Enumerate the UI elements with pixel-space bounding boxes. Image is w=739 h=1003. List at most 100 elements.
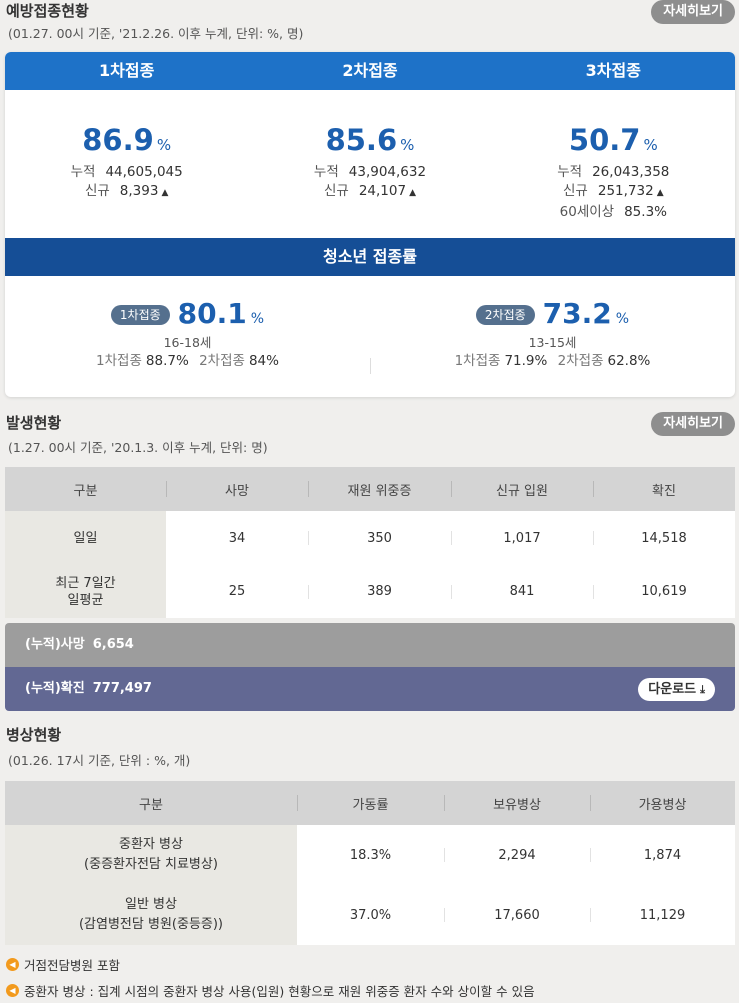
dose3-new: 251,732 [597, 183, 654, 199]
youth-dose1-badge: 1차접종 [110, 305, 170, 325]
youth-dose2-unit: % [615, 311, 630, 327]
youth-dose1-column: 1차접종 80.1 % 16-18세 1차접종 88.7% 2차접종 84% [5, 276, 370, 397]
youth-dose1-age: 16-18세 [163, 335, 212, 350]
download-icon: ⤓ [700, 683, 705, 696]
youth-g2-r1-label: 1차접종 [454, 353, 501, 369]
table-row: 중환자 병상 (중증환자전담 치료병상) 18.3% 2,294 1,874 [5, 825, 735, 885]
youth-g2-r2: 62.8% [607, 353, 651, 369]
outbreak-col-category: 구분 [73, 483, 98, 499]
beds-col-available: 가용병상 [590, 794, 735, 813]
outbreak-more-button[interactable]: 자세히보기 [651, 412, 735, 436]
youth-dose1-pct: 80.1 [177, 297, 247, 330]
daily-confirmed: 14,518 [593, 511, 735, 565]
daily-new-admit: 1,017 [451, 511, 593, 565]
dose2-new: 24,107 [358, 183, 407, 199]
table-row: 최근 7일간 일평균 25 389 841 10,619 [5, 565, 735, 618]
row-label-general-line1: 일반 병상 [125, 897, 177, 912]
dose2-unit: % [400, 136, 415, 154]
cumulative-death-value: 6,654 [92, 637, 134, 652]
speaker-icon: ◀ [6, 958, 19, 971]
row-label-daily: 일일 [5, 511, 166, 565]
youth-header: 청소년 접종률 [5, 238, 735, 276]
dose2-column: 85.6% 누적 43,904,632 신규 24,107 ▲ [248, 90, 491, 238]
cumulative-death-bar: (누적)사망 6,654 [5, 623, 735, 667]
outbreak-col-new-admit: 신규 입원 [451, 480, 593, 499]
weekly-severe: 389 [308, 565, 451, 618]
outbreak-col-confirmed: 확진 [593, 480, 735, 499]
youth-g1-r2-label: 2차접종 [199, 353, 245, 369]
dose3-column: 50.7% 누적 26,043,358 신규 251,732 ▲ 60세이상 85.3% [492, 90, 735, 238]
dose1-header: 1차접종 [99, 61, 155, 80]
daily-severe: 350 [308, 511, 451, 565]
weekly-new-admit: 841 [451, 565, 593, 618]
download-label: 다운로드 [648, 682, 697, 697]
dose2-cum: 43,904,632 [348, 164, 427, 180]
vaccine-card: 1차접종 2차접종 3차접종 86.9% 누적 44,605,045 신규 8,39… [5, 52, 735, 397]
dose3-cum: 26,043,358 [592, 164, 670, 180]
beds-subtitle: (01.26. 17시 기준, 단위 : %, 개) [8, 753, 191, 768]
dose3-header: 3차접종 [585, 61, 641, 80]
general-available: 11,129 [590, 885, 735, 945]
row-label-icu-line1: 중환자 병상 [119, 837, 183, 852]
youth-dose2-badge: 2차접종 [475, 305, 535, 325]
row-label-icu-line2: (중증환자전담 치료병상) [84, 857, 218, 872]
beds-col-owned: 보유병상 [444, 794, 590, 813]
beds-section-title: 병상현황 [6, 726, 62, 744]
youth-divider [370, 358, 371, 374]
dose1-new: 8,393 [119, 183, 159, 199]
outbreak-col-death: 사망 [166, 480, 308, 499]
icu-utilization: 18.3% [349, 847, 392, 863]
dose2-new-label: 신규 [323, 183, 349, 199]
dose3-new-label: 신규 [563, 183, 588, 199]
beds-note-1-text: 거점전담병원 포함 [24, 958, 120, 973]
beds-col-category: 구분 [139, 797, 163, 813]
youth-g1-r2: 84% [248, 353, 279, 369]
cumulative-confirmed-value: 777,497 [92, 681, 152, 696]
icu-owned: 2,294 [444, 825, 590, 885]
outbreak-table-header: 구분 사망 재원 위중증 신규 입원 확진 [5, 467, 735, 511]
table-row: 일일 34 350 1,017 14,518 [5, 511, 735, 565]
beds-note-1: ◀ 거점전담병원 포함 [6, 955, 120, 974]
youth-g1-r1-label: 1차접종 [96, 353, 142, 369]
cumulative-confirmed-bar: (누적)확진 777,497 다운로드 ⤓ [5, 667, 735, 711]
cumulative-confirmed-label: (누적)확진 [25, 681, 85, 696]
dose2-pct: 85.6 [325, 123, 398, 157]
dose3-over60: 85.3% [624, 204, 667, 220]
table-row: 일반 병상 (감염병전담 병원(중등증)) 37.0% 17,660 11,12… [5, 885, 735, 945]
beds-col-utilization: 가동률 [297, 794, 444, 813]
up-triangle-icon: ▲ [161, 188, 169, 198]
row-label-general: 일반 병상 (감염병전담 병원(중등증)) [5, 885, 297, 945]
cumulative-death-label: (누적)사망 [25, 637, 85, 652]
youth-g1-r1: 88.7% [145, 353, 189, 369]
vaccine-dose-header: 1차접종 2차접종 3차접종 [5, 52, 735, 90]
row-label-general-line2: (감염병전담 병원(중등증)) [78, 917, 224, 932]
dose1-new-label: 신규 [84, 183, 110, 199]
beds-table-header: 구분 가동률 보유병상 가용병상 [5, 781, 735, 825]
dose1-column: 86.9% 누적 44,605,045 신규 8,393 ▲ [5, 90, 248, 238]
youth-g2-r2-label: 2차접종 [557, 353, 604, 369]
beds-note-2: ◀ 중환자 병상 : 집계 시점의 중환자 병상 사용(입원) 현황으로 재원 위… [6, 981, 535, 1000]
dose3-over60-label: 60세이상 [559, 204, 615, 220]
dose3-unit: % [643, 136, 658, 154]
row-label-weekly: 최근 7일간 일평균 [5, 565, 166, 618]
general-utilization: 37.0% [349, 907, 392, 923]
vaccine-section-title: 예방접종현황 [6, 2, 89, 20]
up-triangle-icon: ▲ [409, 188, 416, 198]
youth-dose2-column: 2차접종 73.2 % 13-15세 1차접종 71.9% 2차접종 62.8% [370, 276, 735, 397]
row-label-weekly-line2: 일평균 [67, 592, 104, 608]
youth-dose1-unit: % [250, 311, 265, 327]
download-button[interactable]: 다운로드 ⤓ [638, 678, 715, 701]
outbreak-subtitle: (1.27. 00시 기준, '20.1.3. 이후 누계, 단위: 명) [8, 440, 268, 455]
outbreak-section-title: 발생현황 [6, 414, 62, 432]
vaccine-more-button[interactable]: 자세히보기 [651, 0, 735, 24]
youth-dose2-age: 13-15세 [528, 335, 577, 350]
speaker-icon: ◀ [6, 984, 19, 997]
outbreak-table: 구분 사망 재원 위중증 신규 입원 확진 일일 34 350 1,017 14… [5, 467, 735, 618]
dose1-pct: 86.9 [82, 123, 154, 157]
youth-dose2-pct: 73.2 [542, 297, 612, 330]
youth-g2-r1: 71.9% [504, 353, 548, 369]
dose1-cum: 44,605,045 [105, 164, 183, 180]
dose2-cum-label: 누적 [313, 164, 339, 180]
dose3-pct: 50.7 [568, 123, 641, 157]
weekly-death: 25 [228, 584, 246, 599]
